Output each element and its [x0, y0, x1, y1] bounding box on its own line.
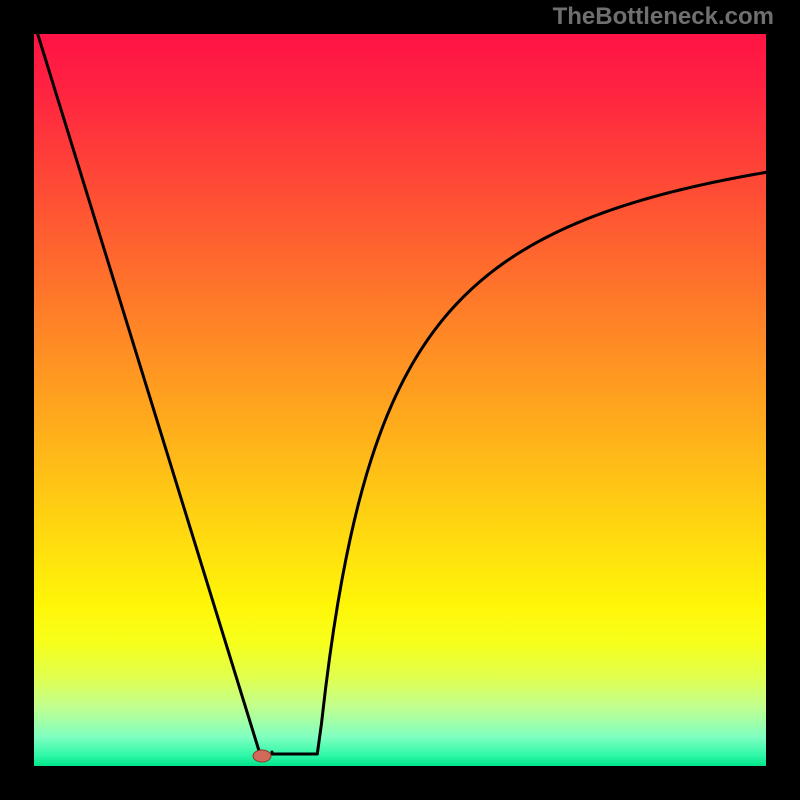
vertex-marker [253, 750, 271, 762]
curve-left-branch [34, 22, 260, 754]
curve-right-branch [272, 172, 766, 754]
watermark-text: TheBottleneck.com [553, 3, 774, 31]
chart-container: TheBottleneck.com [0, 0, 800, 800]
curve-layer [0, 0, 800, 800]
